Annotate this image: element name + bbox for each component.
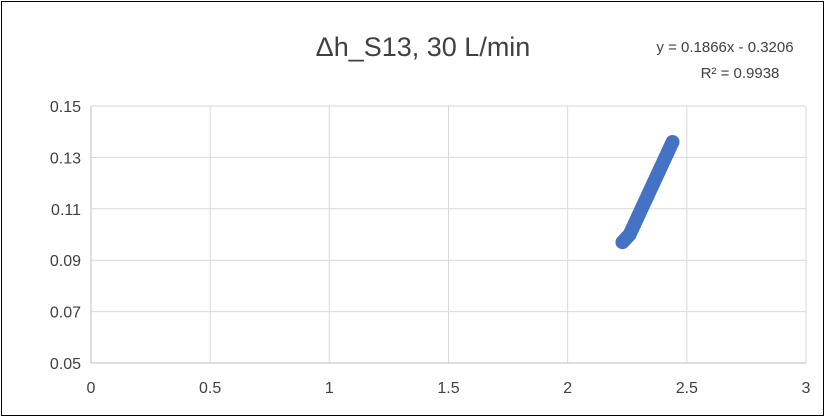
y-tick-label: 0.09	[50, 253, 81, 270]
x-tick-label: 2	[563, 380, 572, 397]
x-tick-label: 0	[87, 380, 96, 397]
trendline-r-squared: R² = 0.9938	[701, 65, 780, 82]
x-tick-label: 1	[325, 380, 334, 397]
x-tick-label: 0.5	[199, 380, 221, 397]
data-point	[665, 134, 680, 149]
x-tick-label: 3	[802, 380, 811, 397]
y-tick-label: 0.15	[50, 99, 81, 116]
y-tick-label: 0.07	[50, 305, 81, 322]
y-tick-label: 0.13	[50, 150, 81, 167]
data-points	[615, 134, 680, 250]
y-tick-label: 0.05	[50, 356, 81, 373]
y-tick-label: 0.11	[51, 202, 81, 219]
chart-title: Δh_S13, 30 L/min	[316, 32, 531, 62]
axes	[90, 106, 806, 364]
x-tick-label: 1.5	[437, 380, 459, 397]
trendline-equation: y = 0.1866x - 0.3206	[656, 39, 793, 56]
tick-labels: 0 0.5 1 1.5 2 2.5 3 0.05 0.07 0.09 0.11 0.13 0.15	[50, 99, 811, 397]
gridlines	[91, 105, 807, 363]
x-tick-label: 2.5	[676, 380, 698, 397]
